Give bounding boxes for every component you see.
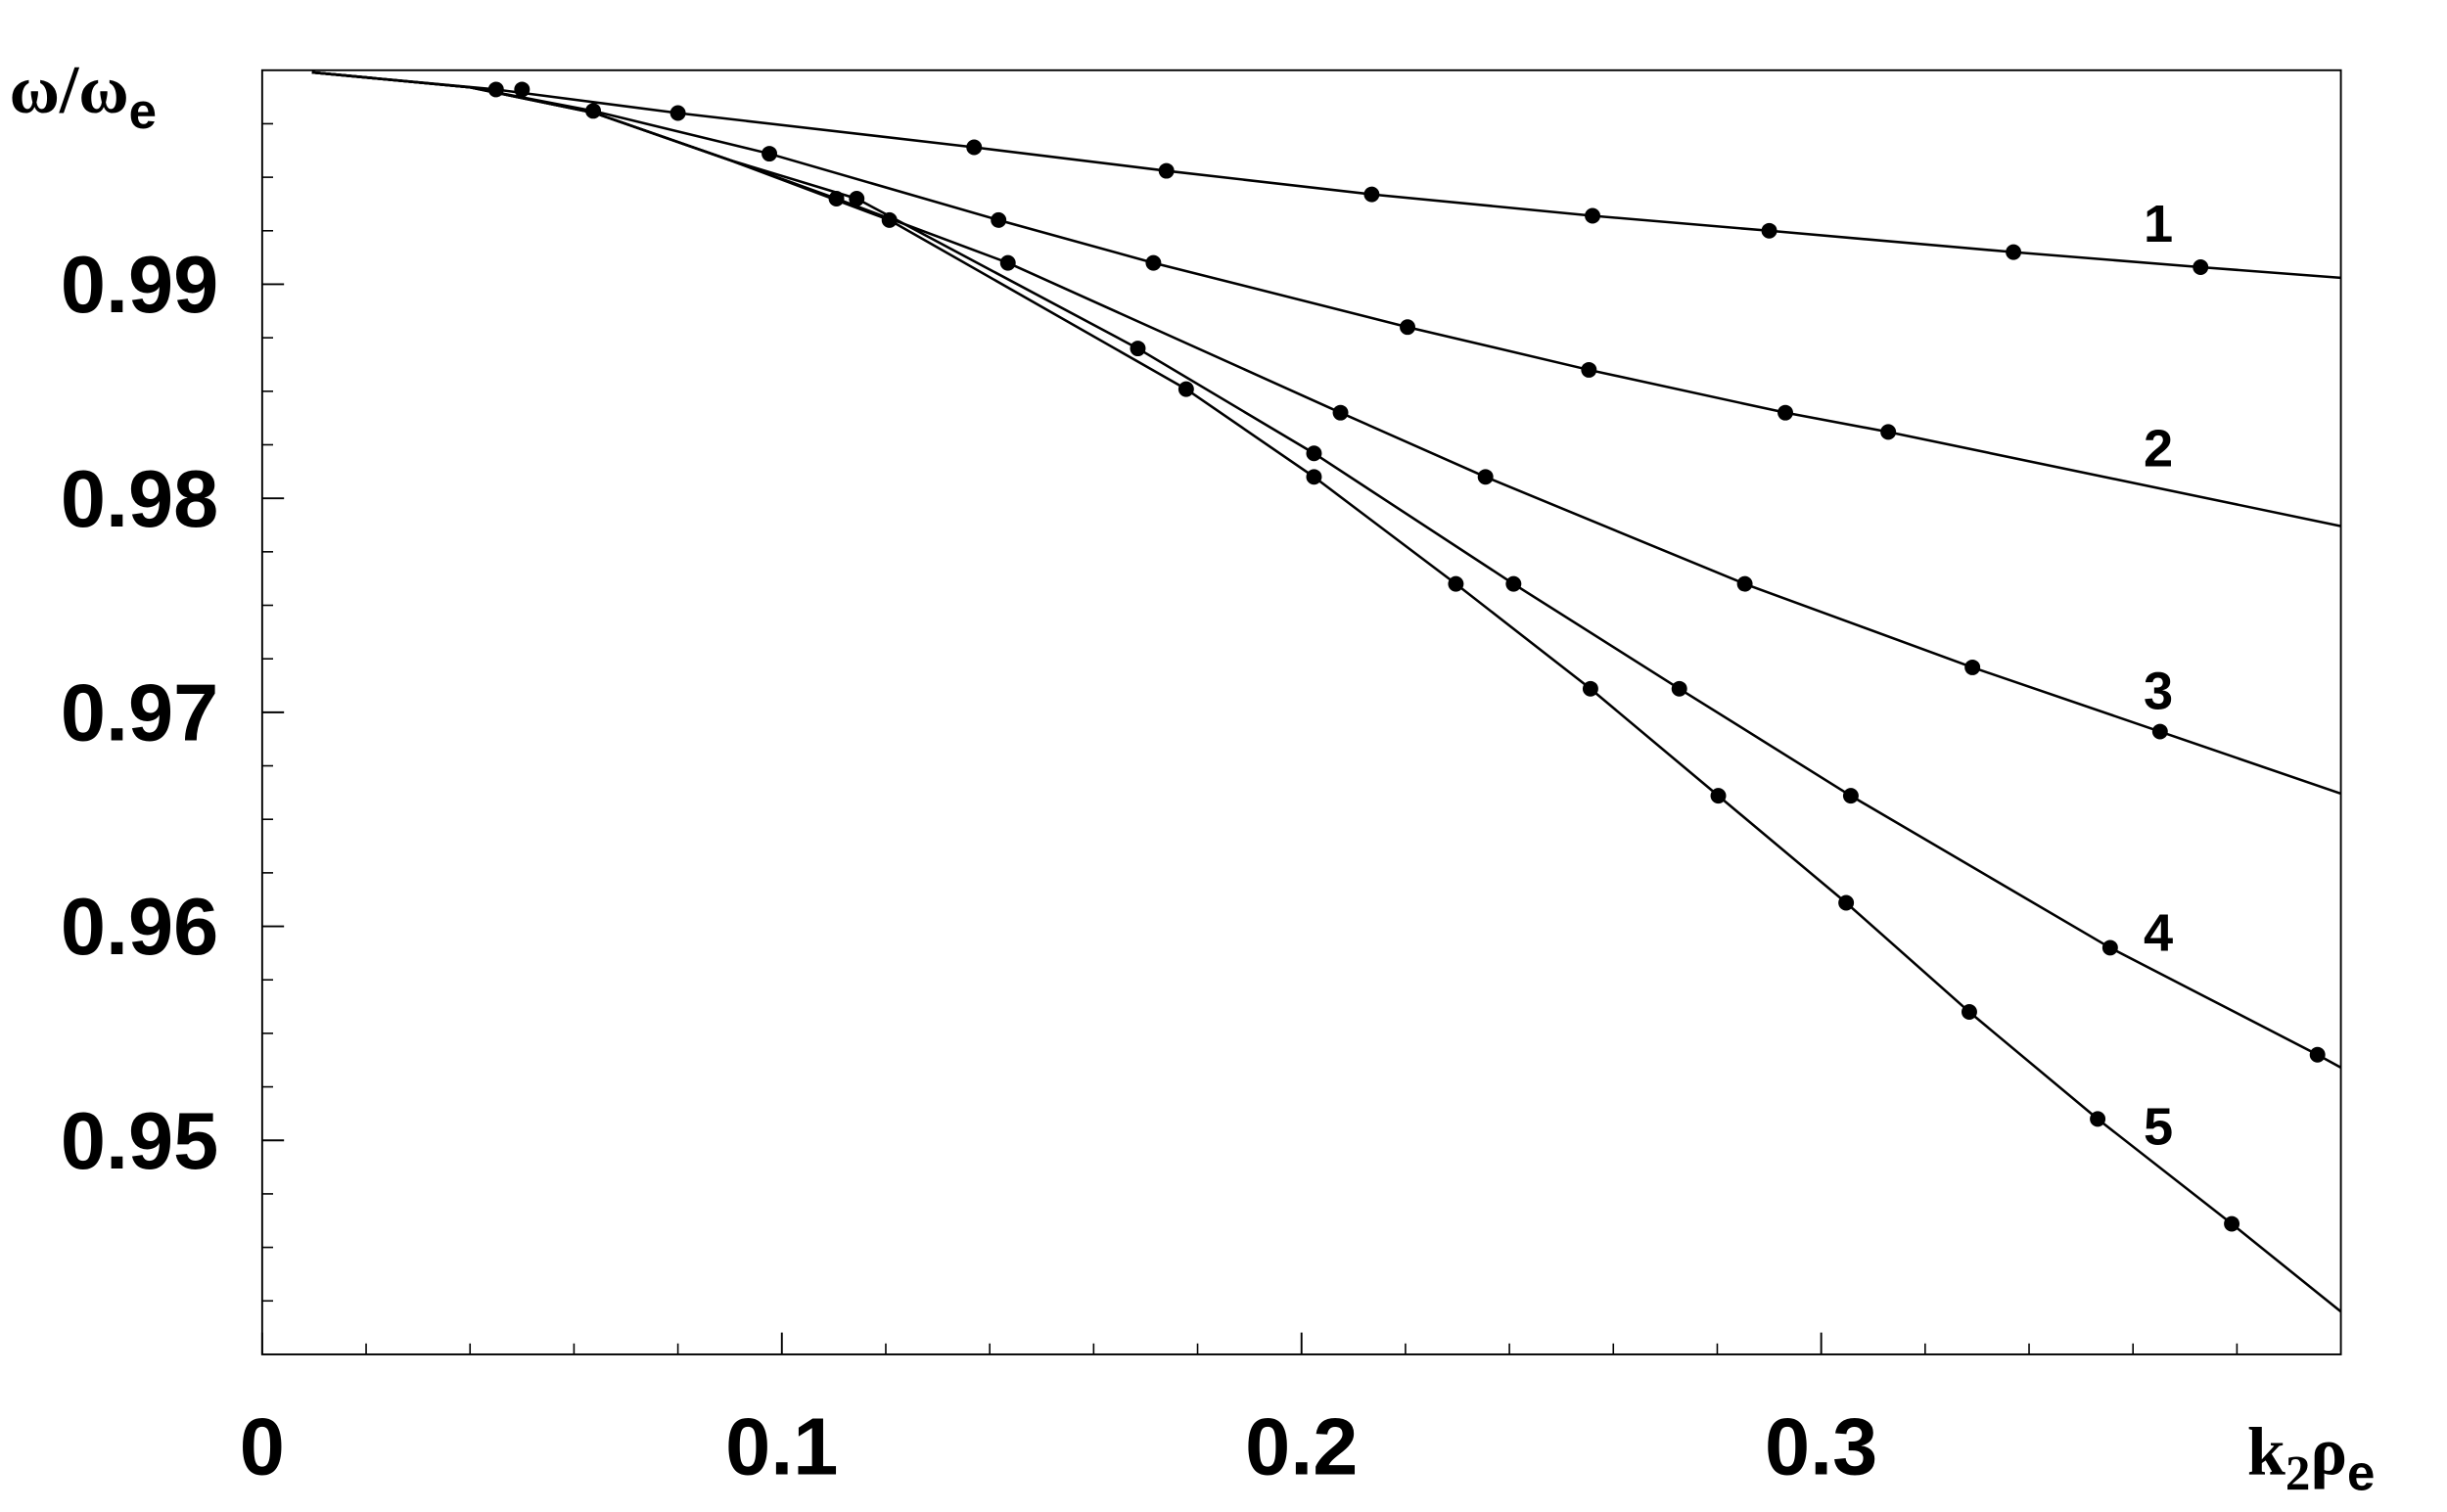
data-point — [669, 105, 686, 121]
x-tick-label: 0.3 — [1765, 1401, 1877, 1492]
curve — [311, 70, 2341, 527]
x-tick-label: 0.1 — [725, 1401, 838, 1492]
data-point — [514, 81, 531, 98]
x-label-rho: ρ — [2310, 1414, 2347, 1490]
curve — [311, 70, 2341, 280]
data-point — [1761, 222, 1778, 239]
curve — [311, 70, 2342, 1070]
y-tick-label: 0.97 — [61, 667, 218, 758]
x-label-main: k — [2247, 1414, 2285, 1490]
data-point — [881, 211, 898, 228]
curve-label: 4 — [2144, 903, 2173, 962]
data-point — [1332, 404, 1349, 421]
y-label-main: ω/ω — [10, 52, 129, 128]
data-point — [1585, 207, 1601, 224]
x-label-sub: 2 — [2285, 1447, 2311, 1502]
data-point — [2090, 1111, 2106, 1127]
data-point — [2309, 1046, 2326, 1063]
data-point — [1158, 162, 1175, 179]
curve — [311, 70, 2342, 1313]
data-point — [966, 139, 983, 156]
data-point — [1306, 445, 1322, 462]
data-point — [1505, 575, 1522, 592]
x-tick-label: 0 — [240, 1401, 285, 1492]
data-point — [849, 191, 865, 206]
x-label-sub2: e — [2347, 1445, 2375, 1501]
data-point — [1880, 424, 1897, 440]
curve-label: 1 — [2144, 195, 2173, 253]
data-point — [1448, 575, 1464, 592]
y-tick-label: 0.99 — [61, 239, 218, 330]
data-point — [2151, 723, 2168, 740]
data-point — [1961, 1004, 1977, 1021]
y-tick-label: 0.98 — [61, 453, 218, 544]
data-point — [1363, 186, 1380, 203]
data-point — [1710, 788, 1727, 804]
curve-label: 5 — [2144, 1098, 2173, 1157]
data-point — [2006, 244, 2022, 260]
data-point — [1145, 254, 1162, 271]
x-axis-label: k2ρe — [2247, 1414, 2375, 1502]
data-point — [1671, 680, 1687, 697]
data-point — [991, 211, 1007, 228]
data-point — [1964, 659, 1981, 675]
data-point — [1838, 894, 1855, 911]
y-label-sub: e — [129, 83, 157, 139]
data-point — [1400, 319, 1416, 336]
data-point — [2224, 1215, 2240, 1232]
data-point — [1477, 469, 1494, 485]
curve-label: 2 — [2144, 419, 2173, 478]
y-tick-label: 0.95 — [61, 1095, 218, 1186]
data-point — [1177, 381, 1194, 397]
data-point — [1130, 341, 1146, 357]
data-point — [1778, 404, 1793, 421]
data-point — [2101, 939, 2118, 956]
data-point — [999, 254, 1016, 271]
y-tick-label: 0.96 — [61, 881, 218, 972]
data-point — [2193, 258, 2209, 275]
data-point — [1736, 575, 1753, 592]
curve-label: 3 — [2144, 663, 2173, 721]
data-point — [1581, 361, 1597, 378]
plot-frame — [260, 69, 2342, 1355]
y-axis-label: ω/ωe — [10, 52, 157, 139]
data-point — [1582, 680, 1598, 697]
data-point — [1306, 469, 1322, 485]
data-point — [1842, 788, 1859, 804]
curve — [311, 70, 2341, 796]
x-tick-label: 0.2 — [1245, 1401, 1358, 1492]
data-point — [762, 146, 778, 162]
